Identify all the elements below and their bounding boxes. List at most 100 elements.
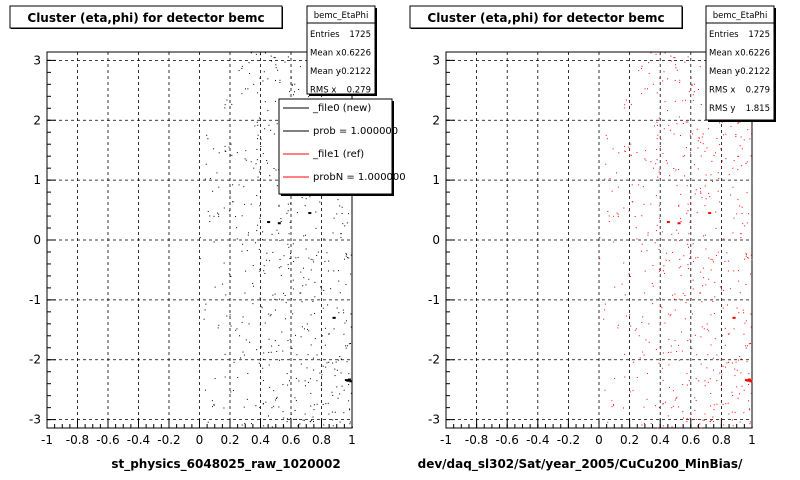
data-point xyxy=(283,292,285,294)
data-point xyxy=(334,368,336,370)
data-point xyxy=(723,290,725,292)
stats-value: 1.815 xyxy=(746,104,770,114)
data-point xyxy=(251,423,253,425)
data-point xyxy=(241,93,243,95)
data-point xyxy=(727,402,729,404)
data-point xyxy=(695,189,697,191)
data-point xyxy=(242,351,244,353)
hotspot-point xyxy=(308,212,312,215)
data-point xyxy=(617,213,619,215)
data-point xyxy=(739,292,741,294)
data-point xyxy=(278,406,280,408)
data-point xyxy=(300,271,302,273)
data-point xyxy=(705,174,707,176)
data-point xyxy=(698,88,700,90)
data-point xyxy=(302,419,304,421)
data-point xyxy=(286,421,288,423)
data-point xyxy=(287,340,289,342)
data-point xyxy=(290,203,292,205)
data-point xyxy=(224,353,226,355)
data-point xyxy=(616,212,618,214)
data-point xyxy=(732,232,734,234)
data-point xyxy=(636,328,638,330)
data-point xyxy=(739,121,741,123)
data-point xyxy=(682,417,684,419)
data-point xyxy=(349,408,351,410)
data-point xyxy=(258,171,260,173)
data-point xyxy=(296,354,298,356)
legend-entry-label: _file0 (new) xyxy=(312,103,371,114)
data-point xyxy=(703,419,705,421)
data-point xyxy=(340,233,342,235)
data-point xyxy=(673,167,675,169)
data-point xyxy=(632,389,634,391)
data-point xyxy=(323,238,325,240)
data-point xyxy=(643,354,645,356)
data-point xyxy=(645,339,647,341)
data-point xyxy=(674,79,676,81)
data-point xyxy=(284,61,286,63)
data-point xyxy=(630,143,632,145)
stats-value: 0.279 xyxy=(347,86,371,96)
data-point xyxy=(245,88,247,90)
data-point xyxy=(638,184,640,186)
data-point xyxy=(305,198,307,200)
data-point xyxy=(712,261,714,263)
x-tick-label: -0.8 xyxy=(66,433,89,447)
data-point xyxy=(744,322,746,324)
data-point xyxy=(732,167,734,169)
data-point xyxy=(665,259,667,261)
data-point xyxy=(628,273,630,275)
data-point xyxy=(705,198,707,200)
data-point xyxy=(702,419,704,421)
data-point xyxy=(344,225,346,227)
data-point xyxy=(644,270,646,272)
data-point xyxy=(661,231,663,233)
data-point xyxy=(706,367,708,369)
stats-name: bemc_EtaPhi xyxy=(314,11,369,21)
data-point xyxy=(257,124,259,126)
hotspot-point xyxy=(346,379,350,382)
data-point xyxy=(746,257,748,259)
x-tick-label: -0.2 xyxy=(557,433,580,447)
data-point xyxy=(599,237,601,239)
data-point xyxy=(337,359,339,361)
x-tick-label: 1 xyxy=(748,433,756,447)
data-point xyxy=(332,419,334,421)
data-point xyxy=(629,154,631,156)
data-point xyxy=(678,116,680,118)
data-point xyxy=(701,136,703,138)
data-point xyxy=(682,155,684,157)
data-point xyxy=(685,302,687,304)
data-point xyxy=(714,281,716,283)
data-point xyxy=(721,335,723,337)
data-point xyxy=(224,104,226,106)
data-point xyxy=(689,417,691,419)
data-point xyxy=(678,204,680,206)
data-point xyxy=(728,260,730,262)
data-point xyxy=(712,259,714,261)
data-point xyxy=(742,223,744,225)
data-point xyxy=(675,64,677,66)
data-point xyxy=(663,71,665,73)
data-point xyxy=(307,354,309,356)
data-point xyxy=(684,294,686,296)
data-point xyxy=(302,267,304,269)
data-point xyxy=(737,122,739,124)
data-point xyxy=(314,296,316,298)
x-tick-label: 0.2 xyxy=(620,433,639,447)
data-point xyxy=(327,304,329,306)
y-tick-label: 2 xyxy=(432,113,440,127)
data-point xyxy=(283,255,285,257)
stats-box xyxy=(705,5,775,121)
data-point xyxy=(724,260,726,262)
data-point xyxy=(247,88,249,90)
data-point xyxy=(264,52,266,54)
data-point xyxy=(307,381,309,383)
data-point xyxy=(731,391,733,393)
data-point xyxy=(273,390,275,392)
data-point xyxy=(310,269,312,271)
data-point xyxy=(700,427,702,429)
data-point xyxy=(296,212,298,214)
data-point xyxy=(728,361,730,363)
